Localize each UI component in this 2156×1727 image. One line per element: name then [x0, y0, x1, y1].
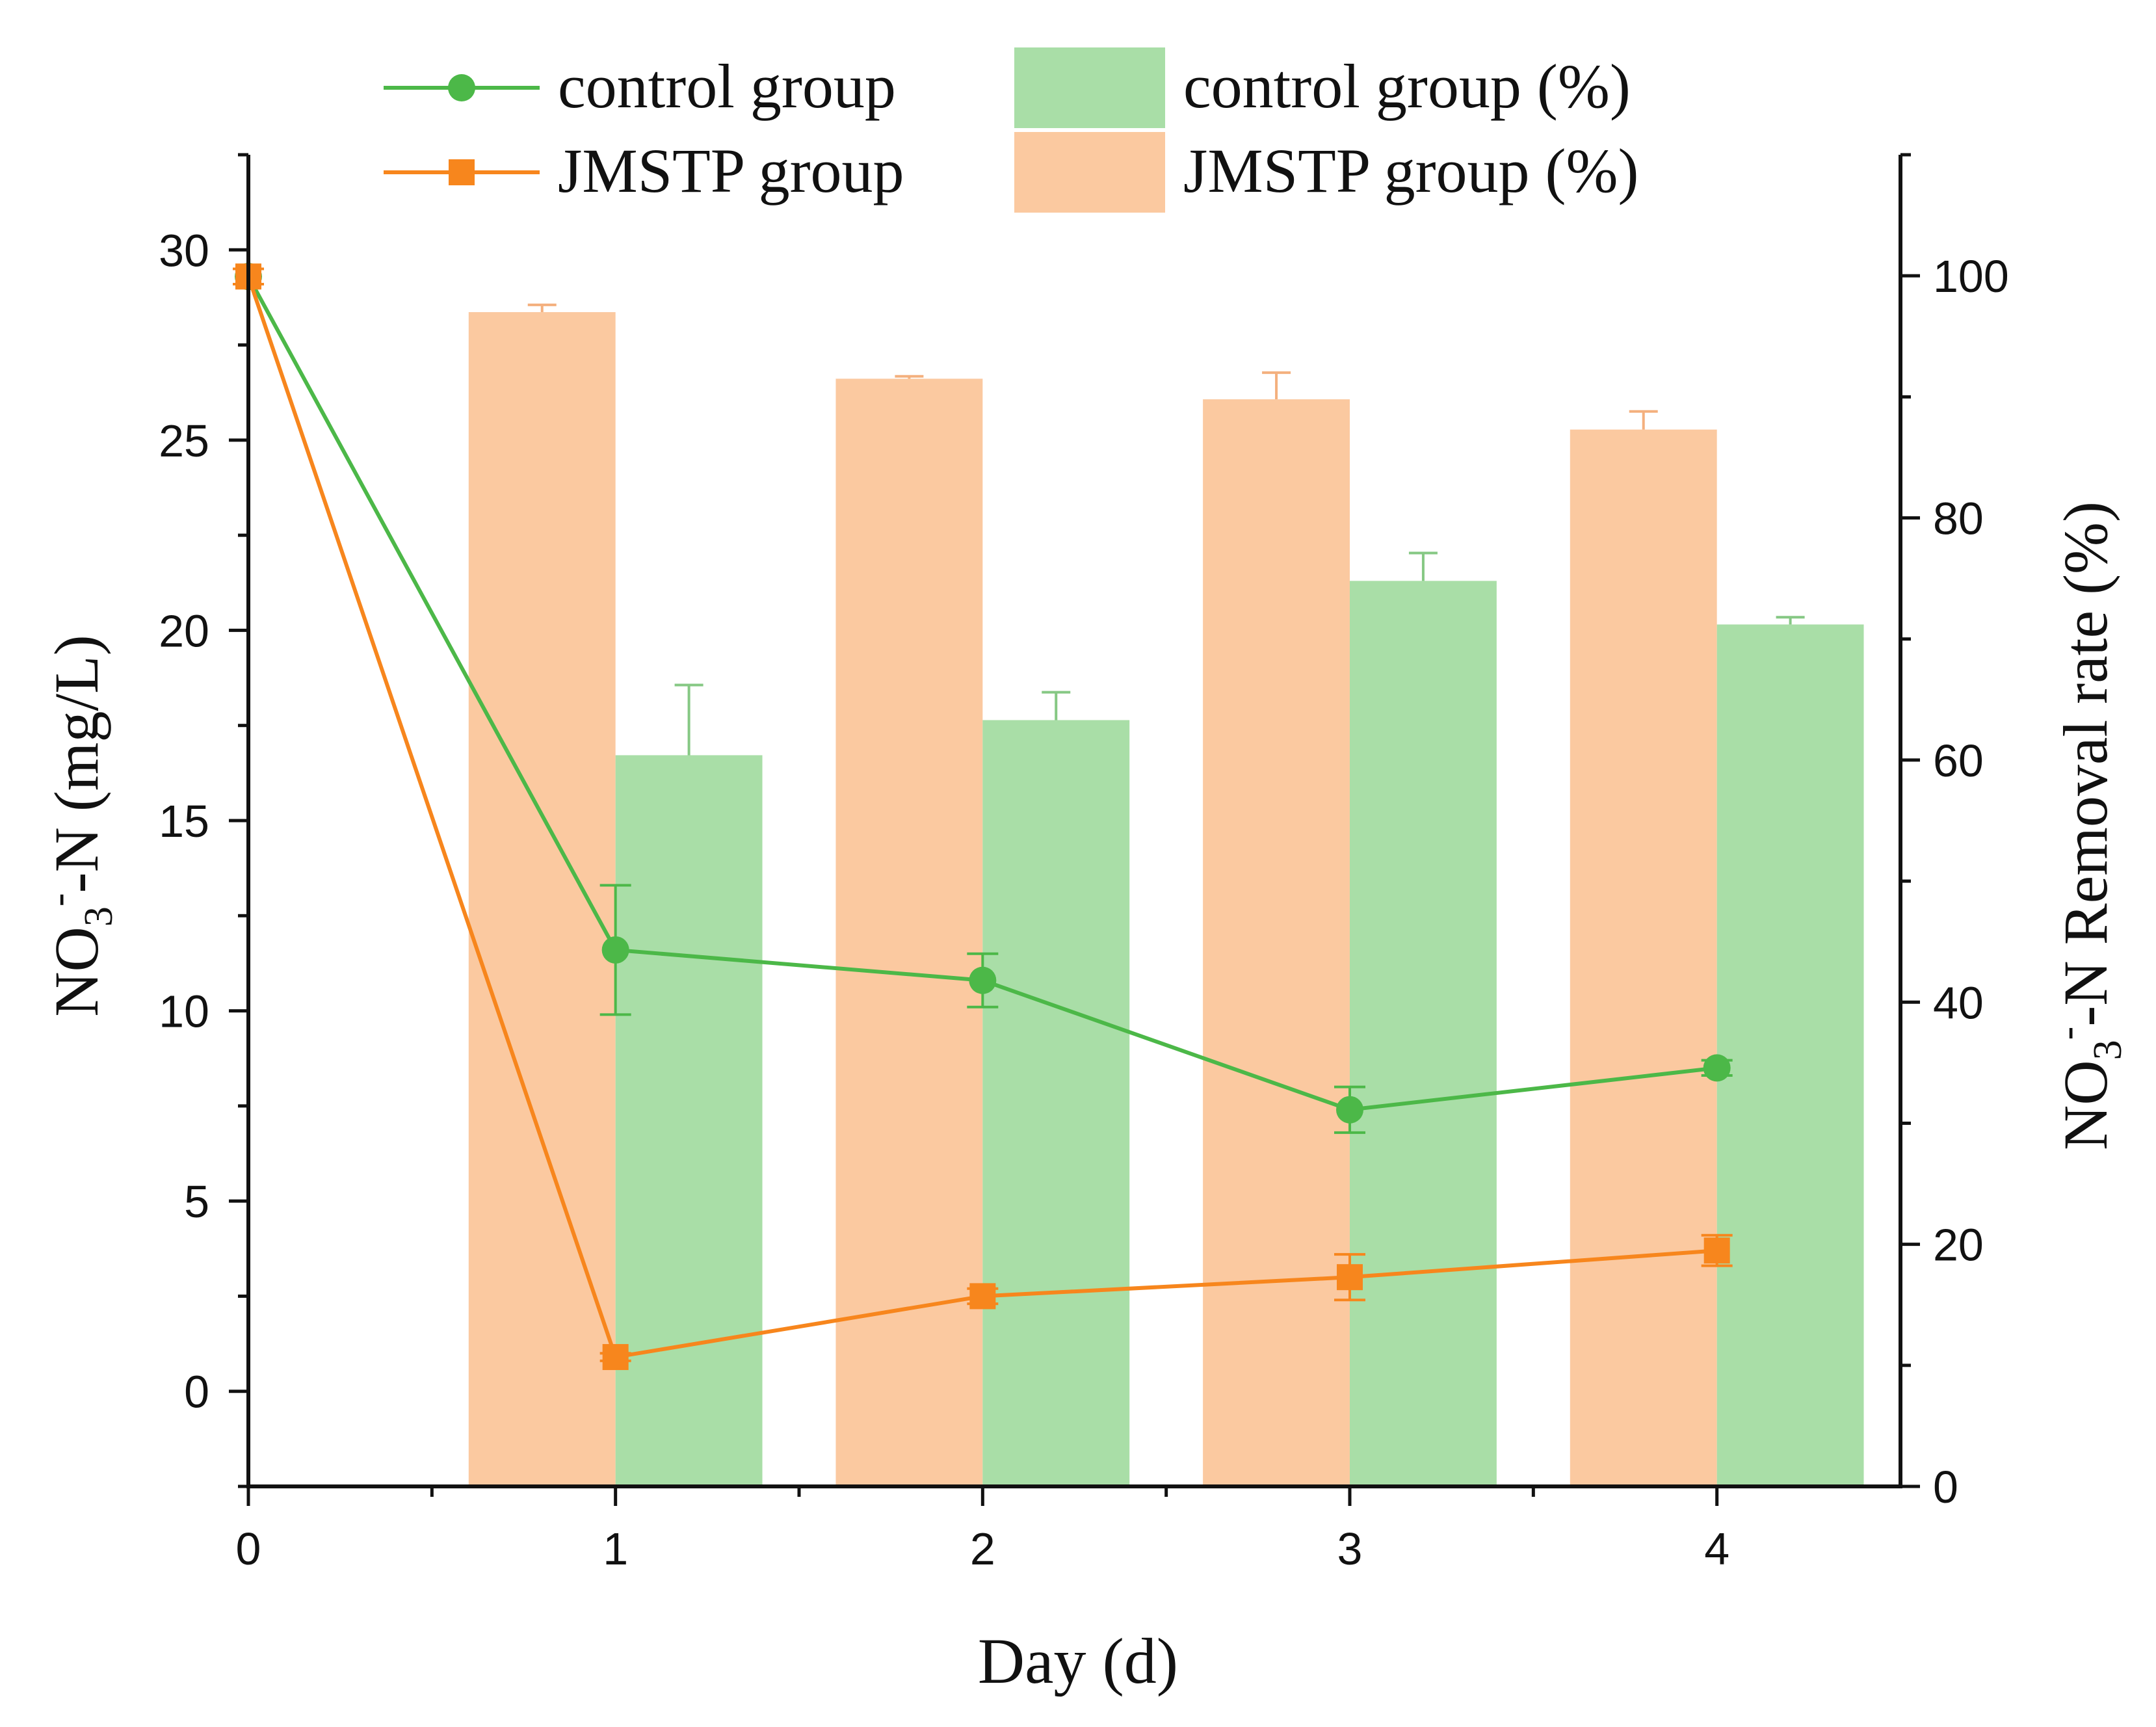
x-axis-title: Day (d)	[978, 1625, 1178, 1697]
point-jmstp	[969, 1283, 996, 1310]
y-right-title-sub: 3	[2086, 1040, 2130, 1060]
legend-label: control group	[558, 51, 896, 121]
y-left-tick-label: 5	[184, 1176, 209, 1227]
legend-label: JMSTP group	[558, 136, 904, 205]
bar-control	[1350, 581, 1497, 1486]
legend: control group JMSTP group control group (%…	[384, 47, 1638, 213]
legend-marker	[449, 159, 475, 185]
point-jmstp	[602, 1344, 629, 1371]
y-left-tick-label: 20	[159, 605, 209, 656]
bar-jmstp	[1203, 399, 1350, 1486]
legend-label: JMSTP group (%)	[1183, 136, 1638, 205]
legend-marker	[448, 74, 475, 101]
bar-jmstp	[468, 312, 616, 1486]
bar-jmstp	[1570, 429, 1717, 1486]
y-left-title-sup: -	[36, 893, 81, 906]
point-jmstp	[1337, 1264, 1363, 1291]
x-tick-label: 1	[603, 1523, 628, 1574]
bar-jmstp	[835, 378, 983, 1487]
bar-control	[1716, 624, 1864, 1486]
y-left-tick-label: 15	[159, 796, 209, 847]
y-left-title-prefix: NO	[42, 927, 111, 1017]
y-left-title-sub: 3	[77, 906, 121, 927]
bar-control	[982, 720, 1130, 1486]
bars-layer	[468, 303, 1864, 1487]
y-right-title-suffix: -N Removal rate (%)	[2051, 501, 2120, 1027]
y-left-tick-label: 25	[159, 415, 209, 466]
legend-bar-swatch	[1014, 132, 1165, 213]
x-tick-label: 4	[1704, 1523, 1729, 1574]
bar-control	[615, 755, 763, 1486]
point-control	[601, 936, 629, 964]
point-control	[1336, 1096, 1363, 1124]
point-control	[969, 966, 997, 994]
y-right-axis-title: NO3--N Removal rate (%)	[2045, 501, 2130, 1150]
y-right-tick-label: 20	[1933, 1220, 1984, 1271]
x-tick-label: 3	[1337, 1523, 1363, 1574]
y-right-title-sup: -	[2045, 1027, 2090, 1040]
legend-bar-swatch	[1014, 47, 1165, 128]
lines-layer	[233, 263, 1733, 1371]
y-right-tick-label: 100	[1933, 251, 2009, 302]
point-control	[1703, 1054, 1731, 1082]
legend-label: control group (%)	[1183, 51, 1631, 121]
y-left-title-suffix: -N (mg/L)	[42, 635, 111, 893]
y-right-tick-label: 60	[1933, 735, 1984, 786]
y-left-tick-label: 10	[159, 986, 209, 1037]
x-tick-label: 0	[236, 1523, 261, 1574]
y-left-tick-label: 0	[184, 1367, 209, 1417]
x-tick-label: 2	[970, 1523, 995, 1574]
y-right-tick-label: 80	[1933, 494, 1984, 544]
y-right-tick-label: 40	[1933, 977, 1984, 1028]
y-right-tick-label: 0	[1933, 1462, 1958, 1512]
y-right-title-prefix: NO	[2051, 1060, 2120, 1150]
y-left-tick-label: 30	[159, 225, 209, 276]
point-jmstp	[1703, 1237, 1730, 1264]
y-left-axis-title: NO3--N (mg/L)	[36, 635, 121, 1017]
axis-titles: Day (d) NO3--N (mg/L) NO3--N Removal rat…	[36, 501, 2130, 1697]
